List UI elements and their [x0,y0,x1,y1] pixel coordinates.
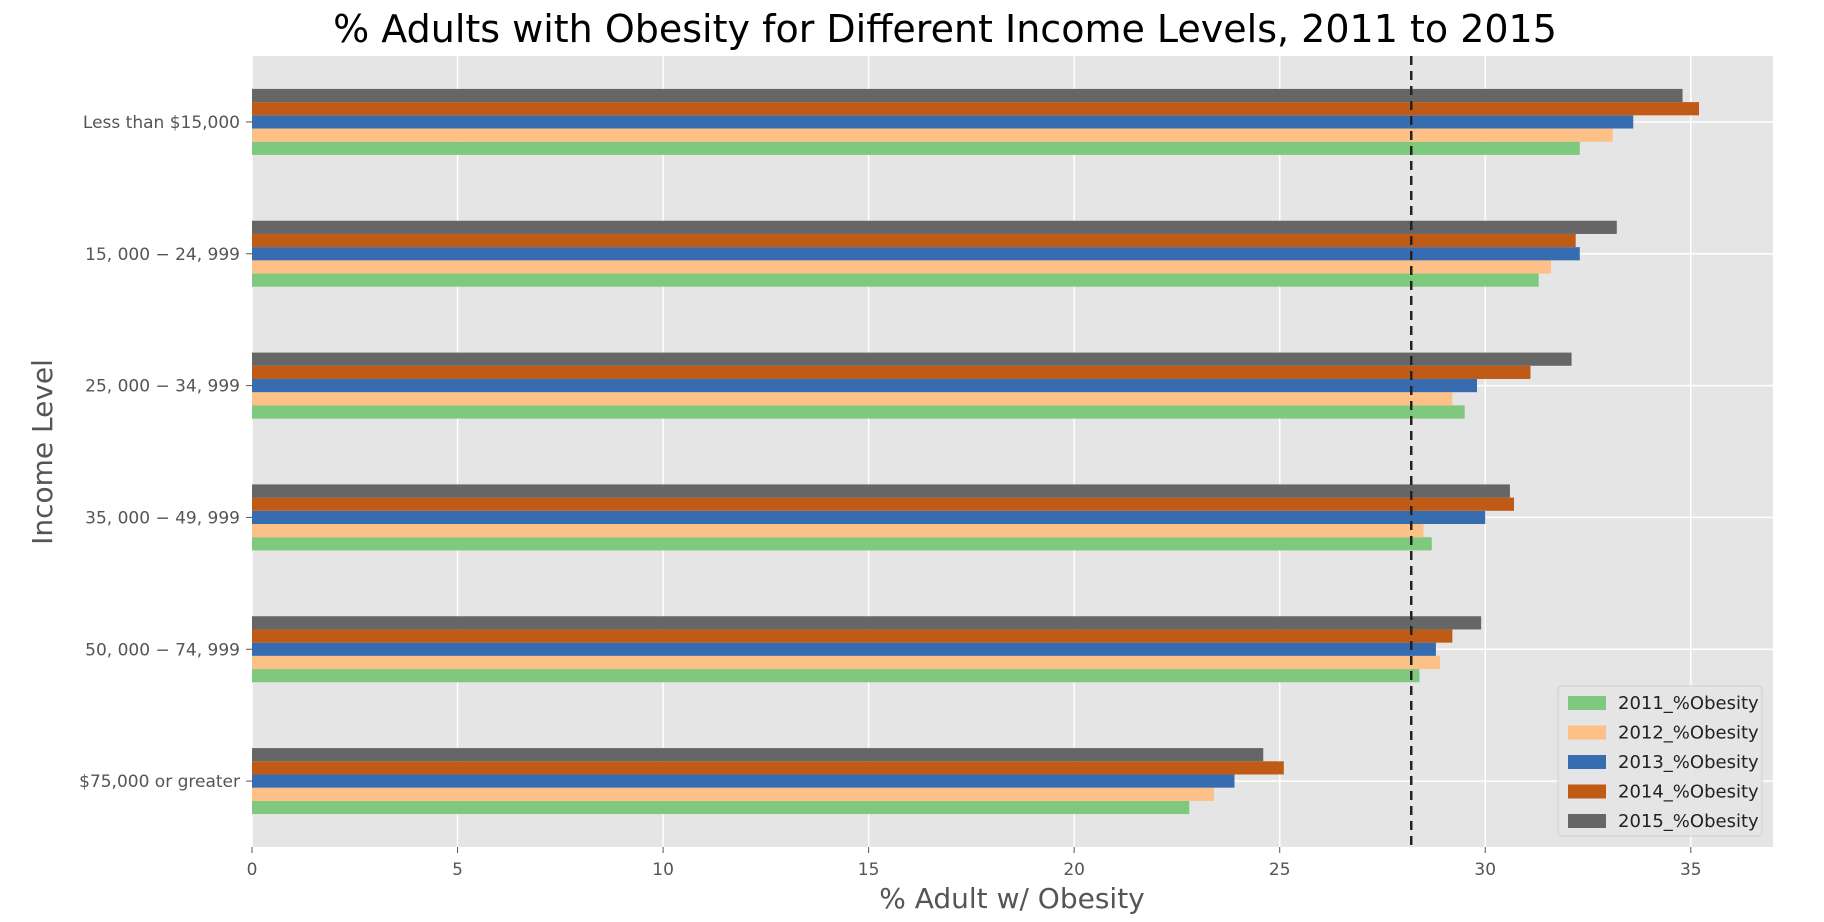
x-tick-label: 35 [1680,860,1702,880]
bar-2013-obesity-cat-4 [252,642,1436,656]
bar-2011-obesity-cat-0 [252,141,1580,155]
y-tick-label: 50, 000 − 74, 999 [85,640,240,660]
legend-swatch [1568,784,1606,799]
y-tick-label: 25, 000 − 34, 999 [85,377,240,397]
y-tick-label: Less than $15,000 [83,113,240,133]
x-tick-label: 20 [1063,860,1085,880]
legend-label: 2014_%Obesity [1618,782,1759,803]
bars-group [252,88,1700,815]
bar-2015-obesity-cat-1 [252,220,1617,234]
x-axis-label: % Adult w/ Obesity [879,882,1145,915]
legend-label: 2015_%Obesity [1618,811,1759,832]
bar-2011-obesity-cat-2 [252,405,1465,419]
bar-2015-obesity-cat-2 [252,352,1572,366]
y-axis-label: Income Level [26,359,59,545]
plot-area [252,56,1773,847]
bar-2014-obesity-cat-4 [252,629,1453,643]
x-tick-label: 0 [247,860,258,880]
bar-2014-obesity-cat-1 [252,233,1576,248]
bar-2015-obesity-cat-3 [252,484,1510,498]
bar-2014-obesity-cat-2 [252,365,1531,379]
y-tick-label: $75,000 or greater [79,772,240,792]
legend-swatch [1568,814,1606,828]
bar-2011-obesity-cat-4 [252,669,1420,683]
bar-2013-obesity-cat-5 [252,774,1235,788]
bar-2011-obesity-cat-3 [252,537,1432,551]
legend-swatch [1568,755,1606,769]
bar-2011-obesity-cat-5 [252,800,1190,815]
legend-box [1557,685,1763,837]
bar-2011-obesity-cat-1 [252,273,1539,287]
bar-2014-obesity-cat-3 [252,497,1515,511]
bar-2014-obesity-cat-0 [252,102,1700,116]
bar-2012-obesity-cat-5 [252,787,1214,801]
y-tick-label: 15, 000 − 24, 999 [85,245,240,265]
x-tick-label: 15 [858,860,880,880]
y-tick-label: 35, 000 − 49, 999 [85,508,240,528]
bar-2012-obesity-cat-3 [252,524,1424,538]
chart-title: % Adults with Obesity for Different Inco… [333,7,1557,51]
legend-swatch [1568,696,1606,710]
x-tick-label: 30 [1474,860,1496,880]
bar-2013-obesity-cat-3 [252,510,1486,525]
bar-2013-obesity-cat-2 [252,378,1478,393]
bar-2013-obesity-cat-1 [252,247,1580,261]
legend-swatch [1568,725,1606,740]
x-tick-label: 25 [1269,860,1291,880]
bar-2012-obesity-cat-0 [252,128,1613,142]
legend: 2011_%Obesity 2012_%Obesity 2013_%Obesity 2… [1557,685,1763,837]
bar-2012-obesity-cat-2 [252,392,1453,406]
x-axis-ticks: 0 5 10 15 20 25 30 35 [247,847,1702,880]
legend-label: 2011_%Obesity [1618,693,1759,714]
bar-2012-obesity-cat-4 [252,655,1441,670]
legend-label: 2013_%Obesity [1618,752,1759,773]
x-tick-label: 10 [652,860,674,880]
bar-2015-obesity-cat-4 [252,616,1482,630]
bar-2015-obesity-cat-5 [252,748,1264,762]
bar-2015-obesity-cat-0 [252,88,1683,103]
bar-2012-obesity-cat-1 [252,260,1552,274]
x-tick-label: 5 [452,860,463,880]
legend-label: 2012_%Obesity [1618,723,1759,744]
bar-2013-obesity-cat-0 [252,115,1634,129]
bar-2014-obesity-cat-5 [252,761,1284,775]
y-axis-ticks: Less than $15,000 15, 000 − 24, 999 25, 00… [79,113,252,792]
